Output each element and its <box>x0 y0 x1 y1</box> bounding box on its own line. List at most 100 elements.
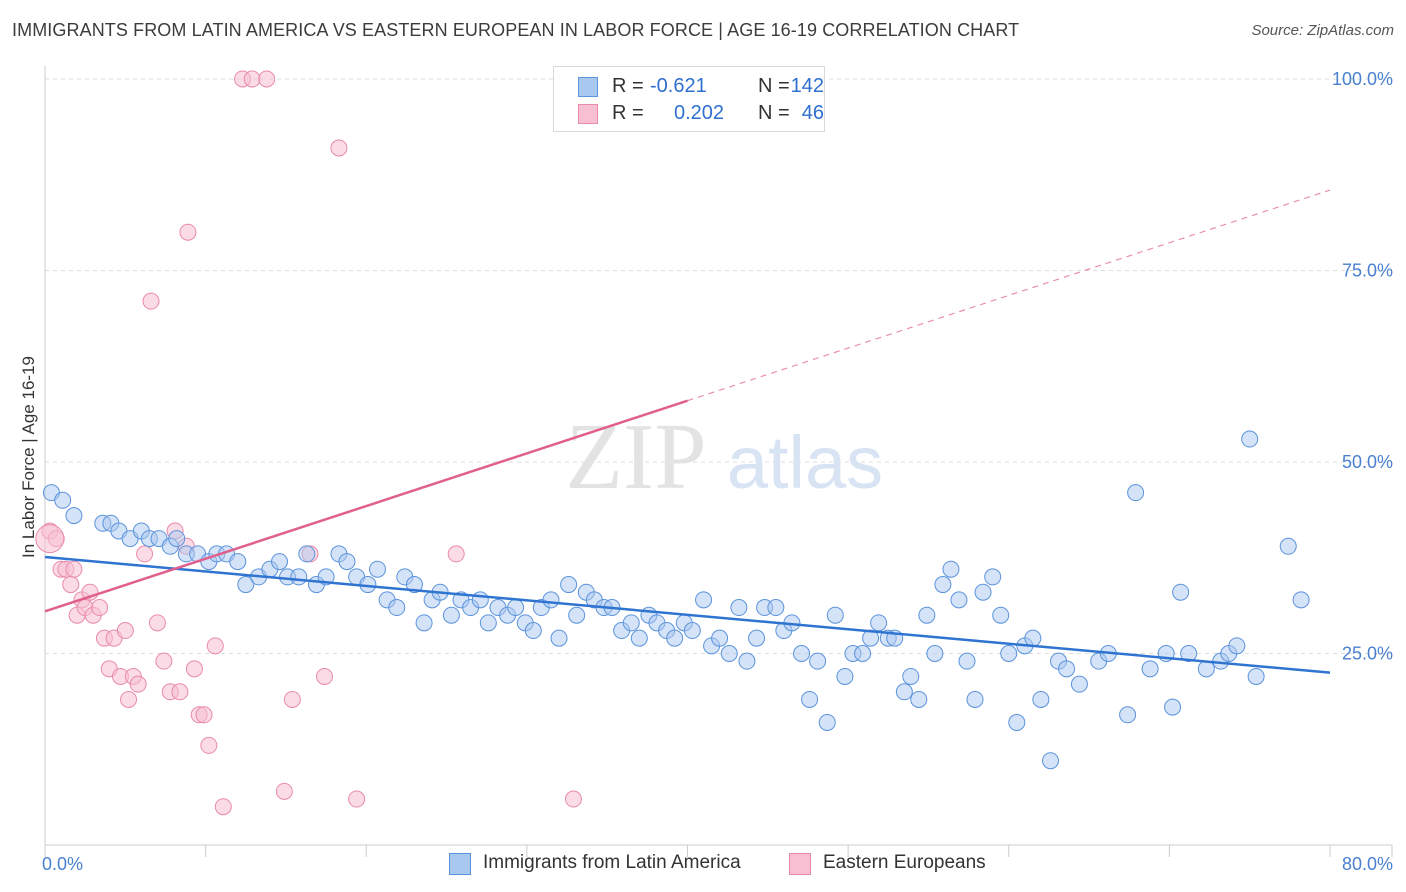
data-point-latin-america <box>568 606 586 624</box>
data-point-latin-america <box>630 629 648 647</box>
data-point-latin-america <box>271 553 289 571</box>
data-point-latin-america <box>388 599 406 617</box>
data-point-latin-america <box>1228 637 1246 655</box>
data-point-latin-america <box>542 591 560 609</box>
data-point-eastern-europeans <box>283 690 301 708</box>
data-point-eastern-europeans <box>136 545 154 563</box>
data-point-latin-america <box>683 622 701 640</box>
data-point-latin-america <box>1127 484 1145 502</box>
data-point-latin-america <box>1172 583 1190 601</box>
data-point-eastern-europeans <box>185 660 203 678</box>
data-point-latin-america <box>895 683 913 701</box>
data-point-latin-america <box>471 591 489 609</box>
data-point-eastern-europeans <box>148 614 166 632</box>
data-point-latin-america <box>801 690 819 708</box>
trend-line-eastern-europeans <box>44 399 688 613</box>
data-point-latin-america <box>290 568 308 586</box>
stats-legend: R = -0.621 N = 142 R = 0.202 N = 46 <box>553 66 825 132</box>
data-point-latin-america <box>1119 706 1137 724</box>
data-point-latin-america <box>738 652 756 670</box>
legend-r-label: R = <box>612 102 644 124</box>
data-point-eastern-europeans <box>142 292 160 310</box>
legend-swatch-blue <box>578 77 598 97</box>
legend-n-value: 142 <box>790 75 824 97</box>
data-point-eastern-europeans <box>243 70 261 88</box>
data-point-eastern-europeans <box>155 652 173 670</box>
y-tick-label: 25.0% <box>1342 644 1393 664</box>
data-point-eastern-europeans <box>315 667 333 685</box>
data-point-latin-america <box>748 629 766 647</box>
data-point-latin-america <box>818 713 836 731</box>
data-point-eastern-europeans <box>564 790 582 808</box>
data-point-latin-america <box>1070 675 1088 693</box>
chart-title: IMMIGRANTS FROM LATIN AMERICA VS EASTERN… <box>12 20 1020 40</box>
data-point-latin-america <box>910 690 928 708</box>
data-point-latin-america <box>793 645 811 662</box>
legend-n-value: 46 <box>801 102 824 124</box>
data-point-latin-america <box>767 599 785 617</box>
data-point-latin-america <box>1279 537 1297 555</box>
data-point-eastern-europeans <box>171 683 189 701</box>
data-point-latin-america <box>854 645 872 662</box>
data-point-latin-america <box>550 629 568 647</box>
data-point-latin-america <box>1180 645 1198 662</box>
data-point-eastern-europeans <box>447 545 465 563</box>
data-point-latin-america <box>524 622 542 640</box>
data-point-latin-america <box>1141 660 1159 678</box>
trend-line-latin-america <box>44 555 1331 674</box>
data-point-latin-america <box>507 599 525 617</box>
bottom-legend-swatch-blue <box>449 853 471 875</box>
data-point-latin-america <box>836 667 854 685</box>
data-point-latin-america <box>711 629 729 647</box>
data-point-latin-america <box>958 652 976 670</box>
data-point-latin-america <box>902 667 920 685</box>
data-point-latin-america <box>974 583 992 601</box>
data-point-latin-america <box>168 530 186 548</box>
data-point-latin-america <box>65 507 83 525</box>
data-point-latin-america <box>695 591 713 609</box>
data-point-latin-america <box>1042 752 1060 770</box>
data-point-latin-america <box>405 576 423 594</box>
data-point-latin-america <box>826 606 844 624</box>
legend-swatch-pink <box>578 104 598 124</box>
data-point-latin-america <box>1032 690 1050 708</box>
data-point-latin-america <box>918 606 936 624</box>
data-point-latin-america <box>1247 667 1265 685</box>
trend-lines <box>44 189 1331 674</box>
x-tick-label: 0.0% <box>42 854 83 874</box>
legend-r-value: 0.202 <box>674 102 725 124</box>
data-point-latin-america <box>1241 430 1259 448</box>
data-point-eastern-europeans <box>258 70 276 88</box>
data-point-eastern-europeans <box>120 690 138 708</box>
data-point-latin-america <box>442 606 460 624</box>
data-point-eastern-europeans <box>116 622 134 640</box>
bottom-legend-label: Eastern Europeans <box>823 852 986 873</box>
watermark: ZIP atlas <box>566 405 884 509</box>
data-point-latin-america <box>942 560 960 578</box>
data-point-latin-america <box>1008 713 1026 731</box>
data-point-latin-america <box>966 690 984 708</box>
data-point-eastern-europeans <box>200 736 218 754</box>
y-tick-label: 75.0% <box>1342 261 1393 281</box>
data-point-eastern-europeans <box>330 139 348 157</box>
bottom-legend-label: Immigrants from Latin America <box>483 852 741 873</box>
eastern-europeans-points <box>35 70 582 816</box>
data-point-latin-america <box>1024 629 1042 647</box>
data-point-eastern-europeans <box>91 599 109 617</box>
data-point-latin-america <box>622 614 640 632</box>
data-point-latin-america <box>720 645 738 662</box>
y-axis-label: In Labor Force | Age 16-19 <box>19 356 38 558</box>
data-point-latin-america <box>950 591 968 609</box>
y-tick-label: 100.0% <box>1332 69 1393 89</box>
gridlines <box>45 78 1392 654</box>
data-point-latin-america <box>298 545 316 563</box>
data-point-latin-america <box>1164 698 1182 716</box>
data-point-latin-america <box>984 568 1002 586</box>
data-point-latin-america <box>992 606 1010 624</box>
axes <box>44 66 1393 857</box>
data-point-latin-america <box>479 614 497 632</box>
data-point-latin-america <box>560 576 578 594</box>
data-point-eastern-europeans <box>206 637 224 655</box>
legend-n-label: N = <box>758 102 790 124</box>
